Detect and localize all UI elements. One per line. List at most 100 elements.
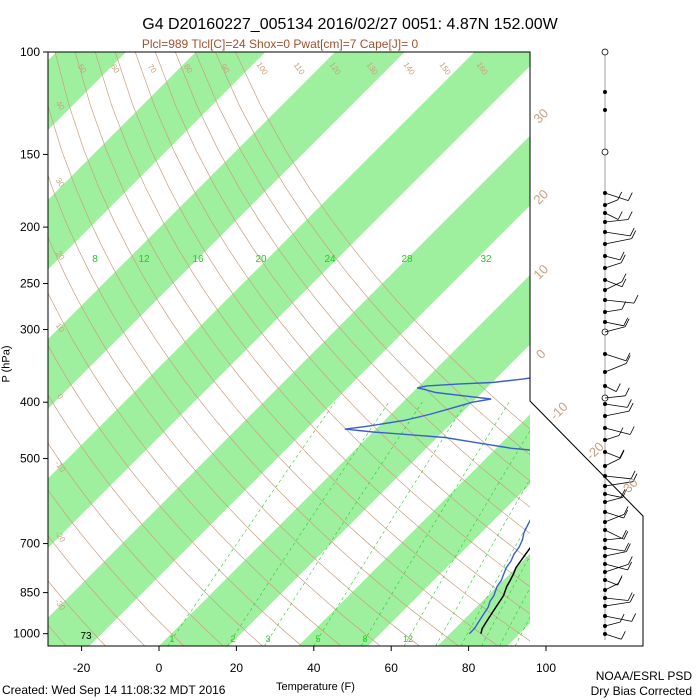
mixing-ratio-label: 5 (315, 634, 320, 644)
wind-barb (604, 192, 629, 201)
wind-barb (604, 547, 625, 552)
chart-title: G4 D20160227_005134 2016/02/27 0051: 4.8… (142, 16, 558, 33)
wind-barb (604, 385, 617, 392)
isotherm-band (48, 52, 405, 409)
dewpoint-profile-line (344, 377, 530, 635)
wind-barb (604, 511, 624, 519)
wind-barb-feather (625, 352, 631, 361)
dry-adiabat-label: 0 (55, 392, 65, 401)
dry-adiabat-line (48, 104, 459, 646)
wind-barb-feather (623, 506, 629, 515)
wind-level-marker (603, 108, 608, 113)
wind-barb-feather (633, 294, 639, 304)
wind-barb-feather (617, 211, 623, 220)
isotherm-band (48, 135, 530, 646)
y-tick-label: 300 (20, 323, 40, 337)
dry-adiabat-line (48, 535, 146, 646)
wind-barb (604, 435, 620, 441)
mixing-ratio-label: 8 (92, 254, 98, 265)
wind-barb-feather (629, 593, 635, 603)
y-tick-label: 1000 (13, 627, 40, 641)
wind-barb (604, 529, 625, 540)
wind-barb (604, 493, 622, 498)
dry-adiabat-line (48, 489, 185, 646)
x-tick-label: -20 (73, 661, 91, 675)
chart-subtitle: Plcl=989 Tlcl[C]=24 Shox=0 Pwat[cm]=7 Ca… (141, 37, 419, 51)
mixing-ratio-label: 3 (265, 634, 270, 644)
wind-barb-feather (624, 542, 629, 552)
dry-adiabat-line (154, 52, 530, 535)
wind-barb-feather (618, 427, 624, 436)
wind-barb-feather (627, 192, 633, 201)
wind-barb (604, 238, 632, 245)
wind-barb (604, 199, 618, 206)
wind-barb-feather (624, 318, 630, 327)
wind-barb (604, 281, 623, 291)
wind-barb-feather (629, 426, 635, 435)
dry-adiabat-line (48, 442, 224, 646)
dry-adiabat-label: 110 (292, 61, 307, 77)
y-tick-label: 150 (20, 147, 40, 161)
wind-barb-feather (625, 355, 631, 364)
wind-barb (604, 395, 626, 399)
isotherm-label: -10 (547, 399, 571, 423)
mixing-ratio-label: 12 (138, 254, 150, 265)
wind-barb (604, 326, 626, 333)
wind-barb (604, 621, 621, 627)
dry-adiabat-line (194, 52, 530, 482)
wind-barb (604, 353, 627, 362)
isotherm-label: -20 (583, 439, 607, 463)
mixing-ratio-label: 2 (230, 634, 235, 644)
wind-barb (604, 579, 618, 586)
dry-adiabat-label: 140 (402, 61, 417, 78)
dry-adiabat-line (48, 174, 420, 646)
y-tick-label: 250 (20, 276, 40, 290)
wind-barb-feather (619, 450, 625, 459)
mixing-ratio-line (435, 478, 530, 646)
dry-adiabat-line (235, 52, 530, 430)
isotherm-band (577, 52, 700, 646)
wind-barb (604, 262, 622, 269)
dry-adiabat-label: 70 (146, 62, 159, 75)
wind-barb (604, 583, 619, 591)
isotherm-band (48, 52, 530, 549)
surface-temp-label: 73 (80, 631, 92, 642)
y-tick-label: 700 (20, 537, 40, 551)
wind-barb-feather (623, 531, 629, 540)
isotherm-band (48, 52, 266, 270)
credit-line-2: Dry Bias Corrected (590, 684, 692, 698)
credit-line-1: NOAA/ESRL PSD (595, 669, 692, 683)
wind-barb (604, 497, 623, 503)
mixing-ratio-label: 8 (362, 634, 367, 644)
wind-barb (604, 451, 620, 459)
wind-barb-feather (620, 631, 626, 640)
wind-barb-feather (622, 529, 627, 539)
wind-barb-feather (615, 383, 621, 392)
wind-barb-feather (626, 543, 631, 552)
dry-adiabat-line (48, 580, 106, 646)
y-tick-label: 400 (20, 395, 40, 409)
wind-barb (604, 597, 629, 601)
wind-barb-feather (631, 613, 637, 622)
isotherm-label: 0 (533, 346, 549, 362)
isotherm-label: -30 (617, 475, 641, 499)
wind-barb-feather (627, 561, 632, 571)
wind-barb (604, 410, 630, 417)
wind-barb-feather (623, 509, 629, 519)
wind-barb (604, 481, 634, 487)
wind-barb (604, 321, 624, 327)
mixing-ratio-line (313, 402, 467, 646)
wind-barb-feather (619, 251, 625, 261)
mixing-ratio-label: 12 (403, 634, 413, 644)
wind-barb (604, 219, 629, 223)
x-tick-label: 20 (230, 661, 244, 675)
dry-adiabat-line (215, 52, 530, 456)
temperature-profile-line (480, 546, 530, 634)
wind-barb (604, 475, 632, 480)
isotherm-band (48, 52, 127, 131)
dry-adiabat-line (134, 52, 530, 561)
mixing-ratio-label: 1 (169, 634, 174, 644)
mixing-ratio-line (403, 430, 530, 646)
